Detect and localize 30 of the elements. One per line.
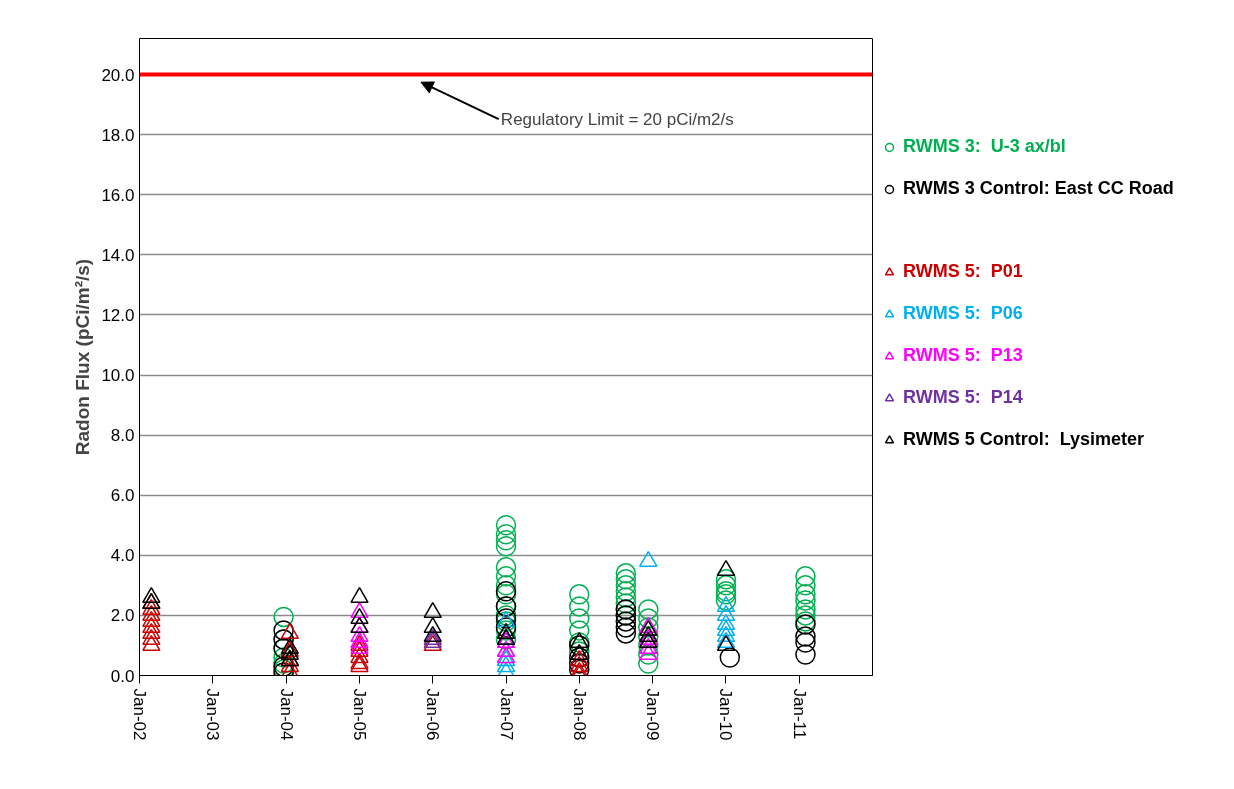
legend-label: RWMS 5: P06 xyxy=(903,303,1023,324)
y-tick-label: 2.0 xyxy=(110,606,135,626)
y-tick-label: 16.0 xyxy=(101,185,135,205)
y-tick-label: 0.0 xyxy=(110,666,135,686)
legend-label: RWMS 5: P14 xyxy=(903,387,1023,408)
y-tick-label: 12.0 xyxy=(101,305,135,325)
y-tick-label: 6.0 xyxy=(110,486,135,506)
y-tick-label: 20.0 xyxy=(101,65,135,85)
y-axis-title: Radon Flux (pCi/m²/s) xyxy=(72,258,94,456)
y-tick-label: 4.0 xyxy=(110,546,135,566)
legend-label: RWMS 5: P13 xyxy=(903,345,1023,366)
ref-line-label: Regulatory Limit = 20 pCi/m2/s xyxy=(500,109,734,129)
y-tick-label: 8.0 xyxy=(110,426,135,446)
y-tick-label: 10.0 xyxy=(101,366,135,386)
legend-label: RWMS 5: P01 xyxy=(903,261,1023,282)
x-tick-label: Jan-10 xyxy=(716,688,736,741)
y-tick-label: 18.0 xyxy=(101,125,135,145)
legend-label: RWMS 3: U-3 ax/bl xyxy=(903,136,1066,157)
x-tick-label: Jan-03 xyxy=(203,688,223,741)
y-tick-label: 14.0 xyxy=(101,245,135,265)
x-tick-label: Jan-02 xyxy=(130,688,149,741)
x-tick-label: Jan-07 xyxy=(496,688,516,741)
x-tick-label: Jan-06 xyxy=(423,688,443,741)
legend-label: RWMS 5 Control: Lysimeter xyxy=(903,429,1145,450)
x-tick-label: Jan-11 xyxy=(789,688,809,740)
legend-label: RWMS 3 Control: East CC Road xyxy=(903,178,1174,199)
x-tick-label: Jan-05 xyxy=(349,688,369,741)
x-tick-label: Jan-04 xyxy=(276,688,296,741)
x-tick-label: Jan-09 xyxy=(643,688,663,741)
x-tick-label: Jan-08 xyxy=(569,688,589,741)
